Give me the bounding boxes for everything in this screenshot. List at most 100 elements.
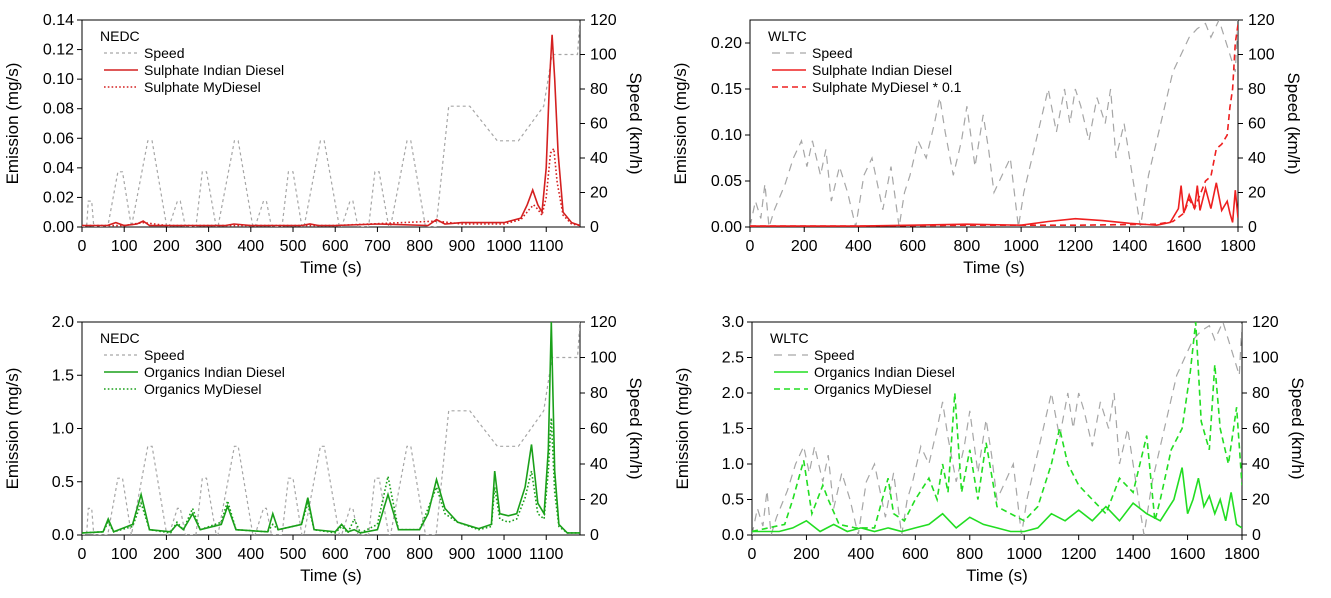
chart-panel-bottom-right: 0 200 400 600 800 1000 1200 1400 1600 18000.00.51… (673, 314, 1307, 585)
y-tick-label: 0.04 (43, 160, 74, 177)
y2-tick-label: 40 (590, 150, 608, 167)
y2-tick-label: 60 (1248, 116, 1266, 133)
y2-tick-label: 0 (590, 527, 599, 544)
x-tick-label: 200 (153, 238, 180, 255)
x-tick-label: 1100 (529, 238, 564, 255)
x-tick-label: 1100 (529, 546, 564, 563)
x-tick-label: 400 (848, 546, 875, 563)
x-tick-label: 900 (448, 546, 475, 563)
y2-tick-label: 60 (590, 421, 608, 438)
series-line-indian-diesel (82, 34, 580, 227)
series-line-indian-diesel (750, 182, 1238, 227)
legend-entry: Sulphate MyDiesel * 0.1 (812, 79, 962, 95)
y2-tick-label: 80 (1252, 385, 1270, 402)
x-tick-label: 700 (364, 238, 391, 255)
y2-tick-label: 120 (1252, 314, 1279, 331)
legend-entry: Sulphate Indian Diesel (812, 62, 952, 78)
y2-tick-label: 100 (590, 350, 617, 367)
y-tick-label: 0.08 (43, 101, 74, 118)
cycle-label: WLTC (770, 330, 809, 346)
x-tick-label: 0 (748, 546, 757, 563)
x-tick-label: 800 (954, 238, 981, 255)
series-line-indian-diesel (82, 322, 580, 534)
x-tick-label: 1600 (1166, 238, 1202, 255)
x-tick-label: 600 (322, 238, 349, 255)
chart-panel-bottom-left: 0 100 200 300 400 500 600 700 800 900 1000 11000.00… (3, 314, 645, 585)
x-tick-label: 0 (746, 238, 755, 255)
series-line-mydiesel (82, 417, 580, 535)
x-axis-label: Time (s) (963, 258, 1025, 277)
y-axis-label: Emission (mg/s) (671, 63, 690, 185)
y-tick-label: 0.5 (722, 492, 744, 509)
y-tick-label: 0.10 (711, 127, 742, 144)
x-tick-label: 300 (195, 546, 222, 563)
x-tick-label: 600 (322, 546, 349, 563)
legend-entry: Speed (812, 45, 852, 61)
y2-tick-label: 40 (1252, 456, 1270, 473)
y2-tick-label: 0 (1248, 219, 1257, 236)
x-tick-label: 600 (899, 238, 926, 255)
series-line-speed (750, 20, 1238, 227)
y-tick-label: 0.5 (52, 474, 74, 491)
y2-tick-label: 100 (1252, 350, 1279, 367)
series-line-mydiesel (750, 24, 1238, 227)
y-tick-label: 1.0 (52, 421, 74, 438)
y-tick-label: 0.00 (711, 219, 742, 236)
y2-tick-label: 120 (1248, 12, 1275, 29)
cycle-label: WLTC (768, 28, 807, 44)
y-tick-label: 2.0 (52, 314, 74, 331)
y-tick-label: 0.14 (43, 12, 74, 29)
series-line-speed (82, 20, 580, 227)
y-tick-label: 0.00 (43, 219, 74, 236)
x-tick-label: 1800 (1224, 546, 1260, 563)
x-tick-label: 400 (237, 238, 264, 255)
legend-entry: Organics Indian Diesel (814, 364, 955, 380)
y-tick-label: 0.12 (43, 42, 74, 59)
x-tick-label: 400 (845, 238, 872, 255)
x-tick-label: 900 (448, 238, 475, 255)
x-tick-label: 200 (791, 238, 818, 255)
y-tick-label: 0.0 (52, 527, 74, 544)
x-tick-label: 100 (111, 238, 138, 255)
legend-entry: Organics Indian Diesel (144, 364, 285, 380)
y-axis-label: Emission (mg/s) (673, 368, 692, 490)
y2-axis-label: Speed (km/h) (1288, 377, 1307, 479)
series-line-mydiesel (752, 322, 1242, 533)
x-tick-label: 1800 (1220, 238, 1256, 255)
y2-axis-label: Speed (km/h) (626, 72, 645, 174)
legend-entry: Speed (144, 347, 184, 363)
x-tick-label: 500 (280, 546, 307, 563)
x-tick-label: 1400 (1112, 238, 1148, 255)
y-tick-label: 0.15 (711, 81, 742, 98)
y-tick-label: 2.5 (722, 350, 744, 367)
x-tick-label: 0 (78, 238, 87, 255)
series-line-speed (752, 322, 1242, 535)
x-tick-label: 100 (111, 546, 138, 563)
x-tick-label: 800 (956, 546, 983, 563)
x-tick-label: 1000 (1003, 238, 1039, 255)
x-tick-label: 1000 (486, 238, 522, 255)
legend-entry: Speed (144, 45, 184, 61)
y2-axis-label: Speed (km/h) (1284, 72, 1303, 174)
x-tick-label: 800 (406, 238, 433, 255)
x-tick-label: 400 (237, 546, 264, 563)
x-axis-label: Time (s) (300, 258, 362, 277)
x-tick-label: 1200 (1058, 238, 1094, 255)
y2-tick-label: 80 (1248, 81, 1266, 98)
y2-axis-label: Speed (km/h) (626, 377, 645, 479)
y-tick-label: 0.20 (711, 35, 742, 52)
y2-tick-label: 120 (590, 314, 617, 331)
y-tick-label: 0.10 (43, 71, 74, 88)
y2-tick-label: 120 (590, 12, 617, 29)
y-tick-label: 0.02 (43, 189, 74, 206)
y-tick-label: 0.0 (722, 527, 744, 544)
y2-tick-label: 100 (1248, 47, 1275, 64)
x-axis-label: Time (s) (966, 566, 1028, 585)
y2-tick-label: 60 (1252, 421, 1270, 438)
y2-tick-label: 20 (590, 492, 608, 509)
y2-tick-label: 100 (590, 47, 617, 64)
y-tick-label: 1.5 (722, 421, 744, 438)
y2-tick-label: 0 (590, 219, 599, 236)
x-tick-label: 0 (78, 546, 87, 563)
y-tick-label: 1.0 (722, 456, 744, 473)
